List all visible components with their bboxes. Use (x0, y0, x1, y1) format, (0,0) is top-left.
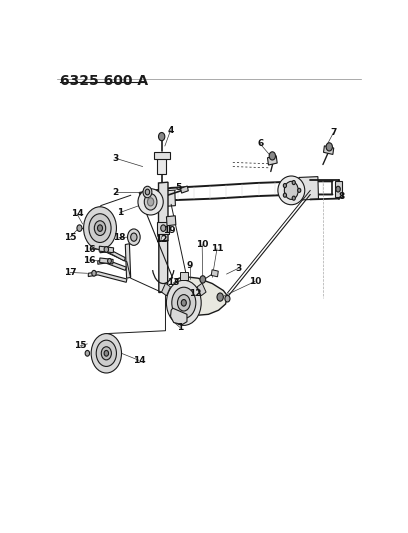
Circle shape (96, 340, 116, 366)
Polygon shape (125, 244, 131, 278)
Circle shape (283, 193, 286, 197)
Ellipse shape (138, 189, 163, 215)
Text: 14: 14 (71, 209, 83, 218)
Circle shape (284, 181, 298, 199)
Text: 14: 14 (133, 356, 145, 365)
Circle shape (336, 186, 340, 192)
Circle shape (128, 229, 140, 245)
Circle shape (177, 295, 190, 311)
Text: 6325 600 A: 6325 600 A (60, 74, 149, 88)
Text: 15: 15 (74, 342, 86, 350)
Circle shape (166, 280, 201, 325)
Text: 4: 4 (167, 126, 174, 135)
Text: 3: 3 (235, 264, 241, 273)
Bar (100, 258, 113, 264)
Circle shape (104, 350, 109, 356)
Text: 12: 12 (155, 235, 167, 244)
Polygon shape (100, 248, 125, 261)
Polygon shape (172, 277, 227, 315)
Polygon shape (88, 272, 127, 282)
Circle shape (145, 189, 150, 195)
Circle shape (92, 270, 96, 276)
Circle shape (225, 295, 230, 302)
Text: 5: 5 (175, 183, 182, 191)
Text: 10: 10 (249, 277, 261, 286)
Circle shape (200, 276, 206, 283)
Text: 12: 12 (189, 289, 202, 298)
Text: 9: 9 (187, 261, 193, 270)
Text: 3: 3 (113, 154, 119, 163)
Circle shape (172, 287, 196, 318)
Circle shape (269, 152, 275, 160)
Bar (268, 156, 277, 165)
Text: 1: 1 (117, 208, 123, 217)
Text: 6: 6 (257, 140, 264, 149)
Text: 18: 18 (113, 233, 125, 242)
Circle shape (158, 133, 165, 141)
Text: 8: 8 (338, 192, 344, 201)
Bar (181, 186, 188, 193)
Bar (162, 283, 171, 296)
Circle shape (101, 347, 111, 360)
Circle shape (144, 193, 157, 210)
Circle shape (98, 225, 102, 231)
Text: 16: 16 (83, 245, 96, 254)
Circle shape (131, 233, 137, 241)
Circle shape (84, 207, 116, 249)
Text: 17: 17 (64, 268, 76, 277)
Polygon shape (171, 308, 187, 325)
Bar (99, 246, 113, 253)
Circle shape (85, 350, 90, 356)
Text: 13: 13 (167, 278, 180, 287)
Circle shape (147, 198, 154, 206)
Circle shape (283, 183, 286, 188)
Circle shape (108, 259, 111, 263)
Circle shape (297, 188, 301, 192)
Text: 11: 11 (211, 244, 223, 253)
Bar (157, 155, 166, 174)
Bar (154, 190, 175, 207)
Circle shape (89, 214, 111, 243)
Bar (154, 152, 170, 159)
Text: 7: 7 (330, 128, 337, 138)
Circle shape (77, 225, 82, 231)
Bar (180, 272, 188, 280)
Bar (197, 283, 206, 296)
Circle shape (94, 221, 106, 236)
Bar (335, 181, 341, 197)
Text: 1: 1 (177, 323, 183, 332)
Bar (324, 146, 334, 155)
Text: 16: 16 (83, 256, 96, 265)
Polygon shape (98, 260, 126, 270)
Circle shape (326, 143, 333, 151)
Circle shape (181, 300, 186, 306)
Circle shape (292, 196, 295, 200)
Text: 15: 15 (64, 232, 76, 241)
Text: 10: 10 (196, 240, 208, 249)
Polygon shape (158, 182, 168, 241)
Bar (157, 222, 169, 234)
Circle shape (161, 225, 166, 231)
Bar (211, 270, 218, 277)
Circle shape (104, 247, 109, 252)
Bar (166, 216, 176, 226)
Circle shape (91, 334, 122, 373)
Text: 2: 2 (113, 188, 119, 197)
Polygon shape (159, 240, 168, 293)
Ellipse shape (278, 176, 305, 205)
Circle shape (292, 181, 295, 184)
Circle shape (143, 186, 152, 198)
Circle shape (217, 293, 223, 301)
Bar (299, 176, 319, 200)
Text: 19: 19 (163, 227, 176, 236)
